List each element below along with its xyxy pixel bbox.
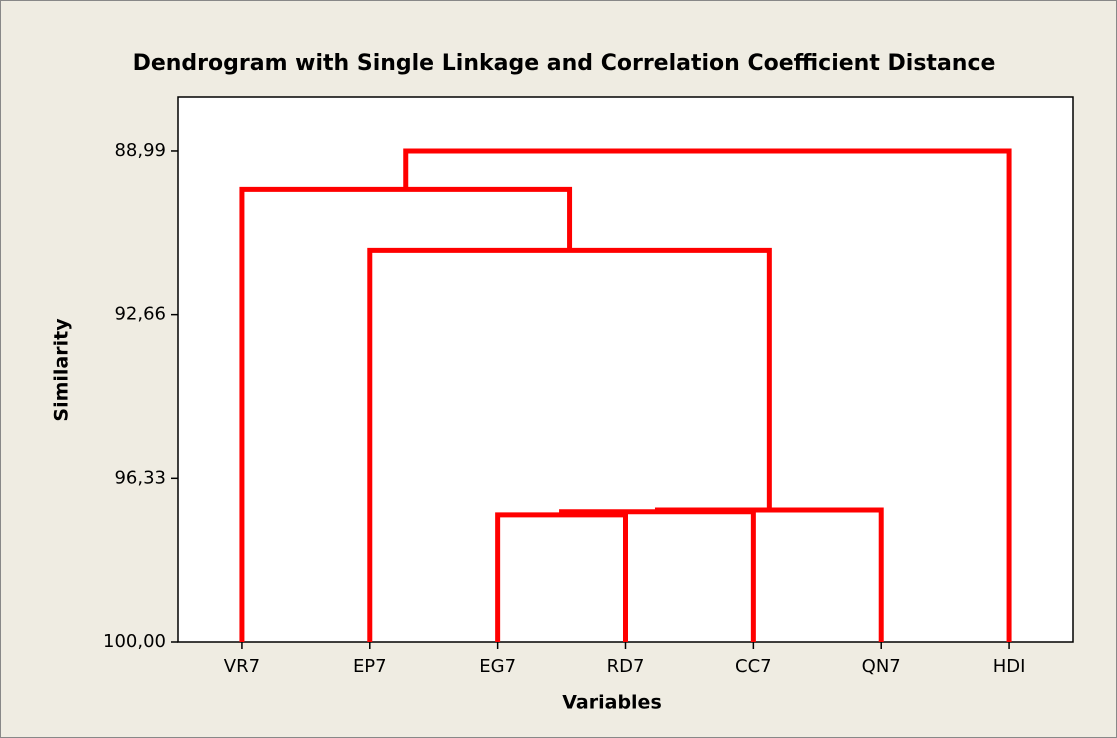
merge-link [654, 507, 884, 642]
y-tick-label: 88,99 [114, 140, 166, 161]
merge-link [403, 148, 1012, 642]
merge-link [239, 186, 573, 642]
x-axis-label: Variables [562, 692, 662, 714]
y-tick-label: 92,66 [114, 304, 166, 325]
y-tick-label: 100,00 [103, 631, 166, 652]
x-tick-label: CC7 [735, 656, 772, 677]
x-tick-label: EP7 [353, 656, 387, 677]
x-tick-label: EG7 [479, 656, 516, 677]
y-tick-label: 96,33 [114, 467, 166, 488]
x-tick-label: HDI [993, 656, 1026, 677]
merge-link [367, 247, 772, 642]
x-tick-label: QN7 [862, 656, 901, 677]
x-tick-label: RD7 [607, 656, 645, 677]
y-axis-label: Similarity [51, 318, 73, 422]
merge-link [495, 512, 628, 642]
merge-link [559, 509, 756, 642]
chart-title: Dendrogram with Single Linkage and Corre… [133, 51, 996, 76]
x-tick-label: VR7 [224, 656, 260, 677]
